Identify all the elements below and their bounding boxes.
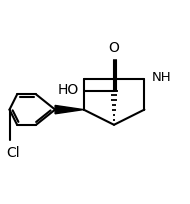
Text: HO: HO xyxy=(58,83,79,97)
Text: O: O xyxy=(108,41,120,55)
Text: Cl: Cl xyxy=(6,146,20,160)
Text: NH: NH xyxy=(152,71,172,84)
Polygon shape xyxy=(55,105,84,114)
